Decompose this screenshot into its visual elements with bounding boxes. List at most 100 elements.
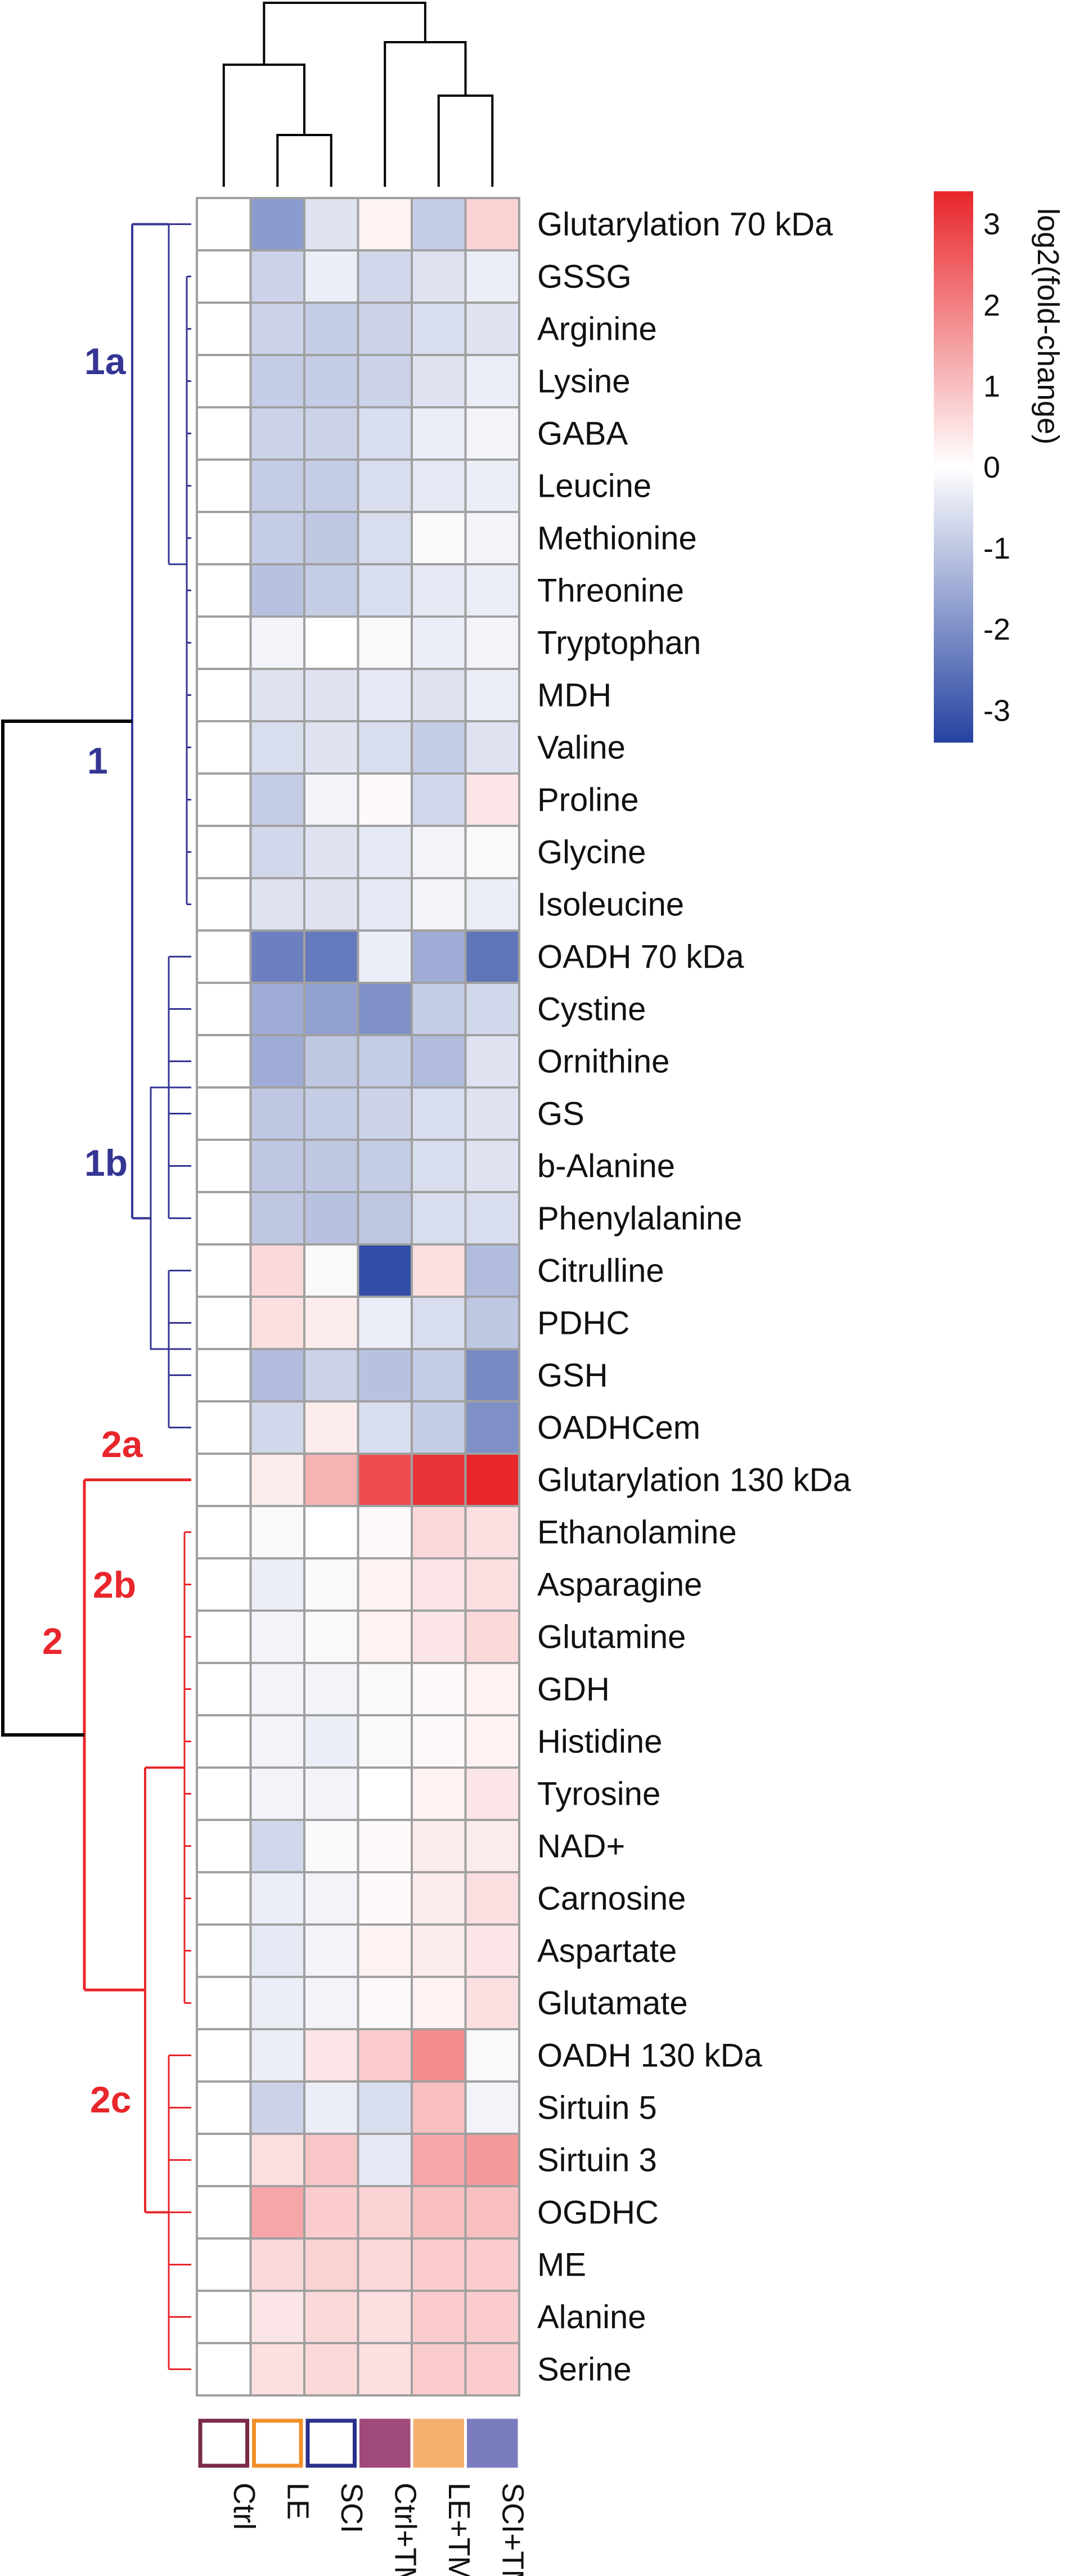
heatmap-cell xyxy=(303,1453,359,1507)
heatmap-cell xyxy=(357,1976,413,2030)
heatmap-cell xyxy=(196,1557,252,1612)
heatmap-cell xyxy=(249,825,305,879)
heatmap-cell xyxy=(464,1348,520,1402)
heatmap-cell xyxy=(411,1610,467,1664)
heatmap-cell xyxy=(303,668,359,722)
column-labels: Ctrl LE SCI Ctrl+TMAP LE+TMAP SCI+TMAP xyxy=(227,2483,530,2576)
heatmap-cell xyxy=(411,2133,467,2187)
heatmap-cell xyxy=(411,2237,467,2292)
column-annotation-swatch xyxy=(252,2418,303,2468)
heatmap-cell xyxy=(196,197,252,251)
heatmap-cell xyxy=(303,1086,359,1141)
heatmap-cell xyxy=(357,1034,413,1089)
heatmap-cell xyxy=(249,1086,305,1141)
row-label: ME xyxy=(537,2247,586,2283)
heatmap-cell xyxy=(464,982,520,1036)
heatmap-cell xyxy=(411,1505,467,1559)
heatmap-cell xyxy=(357,1819,413,1873)
heatmap-cell xyxy=(196,1191,252,1246)
heatmap-cell xyxy=(196,1243,252,1298)
heatmap-cell xyxy=(464,1871,520,1926)
heatmap-cell xyxy=(411,1453,467,1507)
heatmap-cell xyxy=(411,720,467,775)
heatmap-cell xyxy=(249,1662,305,1716)
column-annotation-swatch xyxy=(198,2418,249,2468)
heatmap-cell xyxy=(464,1453,520,1507)
heatmap-cell xyxy=(249,1923,305,1978)
heatmap-cell xyxy=(303,1400,359,1455)
heatmap-cell xyxy=(464,197,520,251)
row-label: GSH xyxy=(537,1357,608,1394)
colorbar-title: log2(fold-change) xyxy=(1031,208,1065,444)
heatmap-cell xyxy=(357,197,413,251)
heatmap-cell xyxy=(196,1296,252,1350)
heatmap-cell xyxy=(196,2133,252,2187)
heatmap-cell xyxy=(196,615,252,670)
row-label: Sirtuin 3 xyxy=(537,2142,657,2179)
heatmap-cell xyxy=(357,458,413,513)
heatmap-cell xyxy=(303,2133,359,2187)
heatmap-cell xyxy=(357,1557,413,1612)
column-label: LE xyxy=(281,2483,314,2520)
heatmap-cell xyxy=(464,354,520,408)
colorbar-tick-label: 3 xyxy=(983,208,1000,241)
heatmap-cell xyxy=(249,1453,305,1507)
heatmap-cell xyxy=(357,929,413,984)
heatmap-cell xyxy=(464,1923,520,1978)
heatmap-cell xyxy=(357,2028,413,2083)
heatmap-cell xyxy=(464,825,520,879)
heatmap-cell xyxy=(411,1976,467,2030)
heatmap-cell xyxy=(303,302,359,356)
column-annotation-swatch xyxy=(467,2418,518,2468)
heatmap-cell xyxy=(411,877,467,932)
heatmap-cell xyxy=(357,2185,413,2240)
heatmap-cell xyxy=(249,1243,305,1298)
heatmap-cell xyxy=(303,1923,359,1978)
heatmap-cell xyxy=(357,825,413,879)
dendrogram-root-link xyxy=(1,720,132,1737)
row-label: Phenylalanine xyxy=(537,1201,742,1237)
heatmap-cell xyxy=(411,2290,467,2344)
row-label: Valine xyxy=(537,730,626,766)
heatmap-cell xyxy=(411,1662,467,1716)
heatmap-cell xyxy=(303,615,359,670)
heatmap-cell xyxy=(249,1505,305,1559)
heatmap-cell xyxy=(196,1662,252,1716)
heatmap-cell xyxy=(303,2342,359,2397)
heatmap-cell xyxy=(249,1819,305,1873)
row-label: Sirtuin 5 xyxy=(537,2090,657,2127)
heatmap-cell xyxy=(196,249,252,304)
row-label: Glutarylation 70 kDa xyxy=(537,206,833,243)
row-label: Glutamate xyxy=(537,1985,688,2022)
heatmap-cell xyxy=(303,1976,359,2030)
heatmap-cell xyxy=(411,563,467,618)
dendrogram-link xyxy=(263,2,426,65)
heatmap-cell xyxy=(303,563,359,618)
heatmap-cell xyxy=(303,929,359,984)
heatmap-cell xyxy=(303,1557,359,1612)
row-label: MDH xyxy=(537,677,611,714)
heatmap-cell xyxy=(411,1923,467,1978)
row-label: Histidine xyxy=(537,1724,662,1760)
heatmap-cell xyxy=(357,1871,413,1926)
heatmap-cell xyxy=(464,1400,520,1455)
heatmap-cell xyxy=(303,1766,359,1821)
heatmap-cell xyxy=(196,406,252,461)
heatmap-cell xyxy=(464,929,520,984)
heatmap-cell xyxy=(357,2342,413,2397)
row-label: Citrulline xyxy=(537,1253,664,1289)
row-label: b-Alanine xyxy=(537,1148,675,1185)
heatmap-cell xyxy=(196,1610,252,1664)
heatmap-cell xyxy=(357,1191,413,1246)
heatmap-cell xyxy=(464,249,520,304)
heatmap-cell xyxy=(357,1453,413,1507)
heatmap-cell xyxy=(357,2290,413,2344)
heatmap-cell xyxy=(303,2028,359,2083)
heatmap-cell xyxy=(196,2342,252,2397)
heatmap-cell xyxy=(357,720,413,775)
heatmap-cell xyxy=(411,1557,467,1612)
heatmap-cell xyxy=(303,458,359,513)
heatmap-cell xyxy=(303,982,359,1036)
dendrogram-link xyxy=(276,134,332,187)
row-label: Carnosine xyxy=(537,1881,686,1917)
